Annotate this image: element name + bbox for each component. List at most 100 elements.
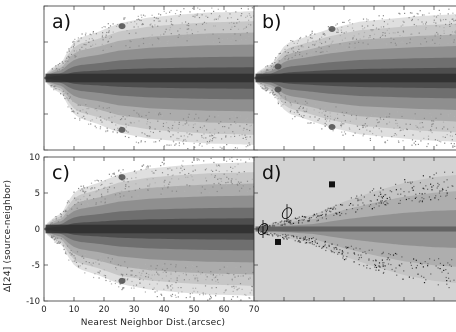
scatter-point bbox=[324, 118, 326, 120]
scatter-point bbox=[403, 270, 405, 272]
scatter-point bbox=[161, 172, 164, 174]
scatter-point bbox=[441, 187, 444, 190]
scatter-point bbox=[83, 187, 85, 189]
scatter-point bbox=[447, 186, 449, 188]
scatter-point bbox=[372, 24, 374, 26]
scatter-point bbox=[402, 129, 404, 131]
scatter-point bbox=[324, 107, 326, 109]
scatter-point bbox=[101, 34, 104, 36]
scatter-point bbox=[348, 204, 350, 206]
scatter-point bbox=[340, 121, 343, 123]
scatter-point bbox=[169, 29, 171, 31]
scatter-point bbox=[141, 24, 143, 26]
scatter-point bbox=[95, 203, 97, 205]
scatter-point bbox=[51, 68, 53, 70]
scatter-point bbox=[57, 69, 59, 71]
scatter-point bbox=[354, 253, 356, 255]
scatter-point bbox=[366, 20, 368, 22]
scatter-point bbox=[362, 42, 364, 44]
scatter-point bbox=[115, 124, 117, 126]
scatter-point bbox=[241, 134, 243, 136]
scatter-point bbox=[64, 97, 66, 100]
scatter-point bbox=[413, 142, 415, 144]
scatter-point bbox=[450, 265, 452, 267]
scatter-point bbox=[145, 168, 147, 170]
scatter-point bbox=[116, 132, 118, 134]
scatter-point bbox=[149, 126, 151, 128]
scatter-point bbox=[363, 124, 365, 126]
scatter-point bbox=[194, 14, 196, 16]
scatter-point bbox=[301, 219, 303, 221]
scatter-point bbox=[301, 215, 303, 217]
scatter-point bbox=[152, 288, 154, 290]
scatter-point bbox=[161, 277, 163, 280]
scatter-point bbox=[340, 123, 342, 125]
scatter-point bbox=[425, 23, 427, 25]
scatter-point bbox=[412, 189, 414, 191]
scatter-point bbox=[296, 110, 298, 112]
scatter-point bbox=[160, 165, 162, 167]
scatter-point bbox=[249, 14, 251, 16]
scatter-point bbox=[314, 240, 316, 242]
scatter-point bbox=[234, 121, 236, 123]
scatter-point bbox=[235, 286, 237, 288]
scatter-point bbox=[158, 114, 160, 116]
scatter-point bbox=[431, 132, 433, 134]
scatter-point bbox=[417, 143, 419, 145]
scatter-point bbox=[213, 183, 215, 185]
scatter-point bbox=[66, 97, 68, 100]
scatter-point bbox=[247, 8, 249, 10]
scatter-point bbox=[274, 233, 276, 235]
scatter-point bbox=[142, 23, 144, 25]
scatter-point bbox=[109, 37, 111, 39]
scatter-point bbox=[425, 41, 428, 43]
scatter-point bbox=[418, 201, 420, 203]
scatter-point bbox=[300, 237, 302, 239]
scatter-point bbox=[284, 48, 286, 50]
scatter-point bbox=[284, 233, 287, 236]
scatter-point bbox=[421, 122, 423, 124]
scatter-point bbox=[265, 87, 267, 89]
scatter-point bbox=[133, 276, 135, 278]
core-band bbox=[45, 73, 254, 83]
x-tick-label: 30 bbox=[129, 305, 140, 315]
scatter-point bbox=[234, 115, 237, 117]
scatter-point bbox=[113, 42, 115, 44]
scatter-point bbox=[335, 24, 337, 26]
scatter-point bbox=[124, 261, 126, 263]
scatter-point bbox=[57, 237, 59, 239]
scatter-point bbox=[447, 13, 449, 15]
scatter-point bbox=[149, 128, 151, 130]
scatter-point bbox=[375, 28, 378, 30]
scatter-point bbox=[173, 141, 175, 143]
scatter-point bbox=[238, 21, 240, 23]
scatter-point bbox=[217, 279, 219, 281]
scatter-point bbox=[397, 125, 399, 127]
scatter-point bbox=[415, 193, 417, 195]
scatter-point bbox=[430, 42, 432, 44]
scatter-point bbox=[449, 280, 451, 282]
scatter-point bbox=[164, 31, 166, 33]
scatter-point bbox=[207, 118, 209, 120]
scatter-point bbox=[421, 42, 423, 44]
scatter-point bbox=[75, 259, 77, 261]
scatter-point bbox=[418, 127, 420, 129]
scatter-point bbox=[200, 192, 202, 194]
scatter-point bbox=[156, 296, 158, 298]
scatter-point bbox=[368, 259, 370, 261]
scatter-point bbox=[100, 260, 102, 262]
scatter-point bbox=[311, 243, 313, 245]
scatter-point bbox=[218, 182, 220, 184]
scatter-point bbox=[186, 122, 188, 124]
scatter-point bbox=[155, 267, 157, 270]
scatter-point bbox=[161, 268, 164, 270]
scatter-point bbox=[366, 117, 368, 120]
scatter-point bbox=[127, 131, 129, 133]
scatter-point bbox=[369, 267, 371, 270]
scatter-point bbox=[422, 23, 424, 25]
scatter-point bbox=[211, 287, 213, 289]
scatter-point bbox=[401, 40, 403, 42]
scatter-point bbox=[108, 27, 110, 29]
scatter-point bbox=[319, 39, 321, 41]
scatter-point bbox=[361, 25, 363, 27]
